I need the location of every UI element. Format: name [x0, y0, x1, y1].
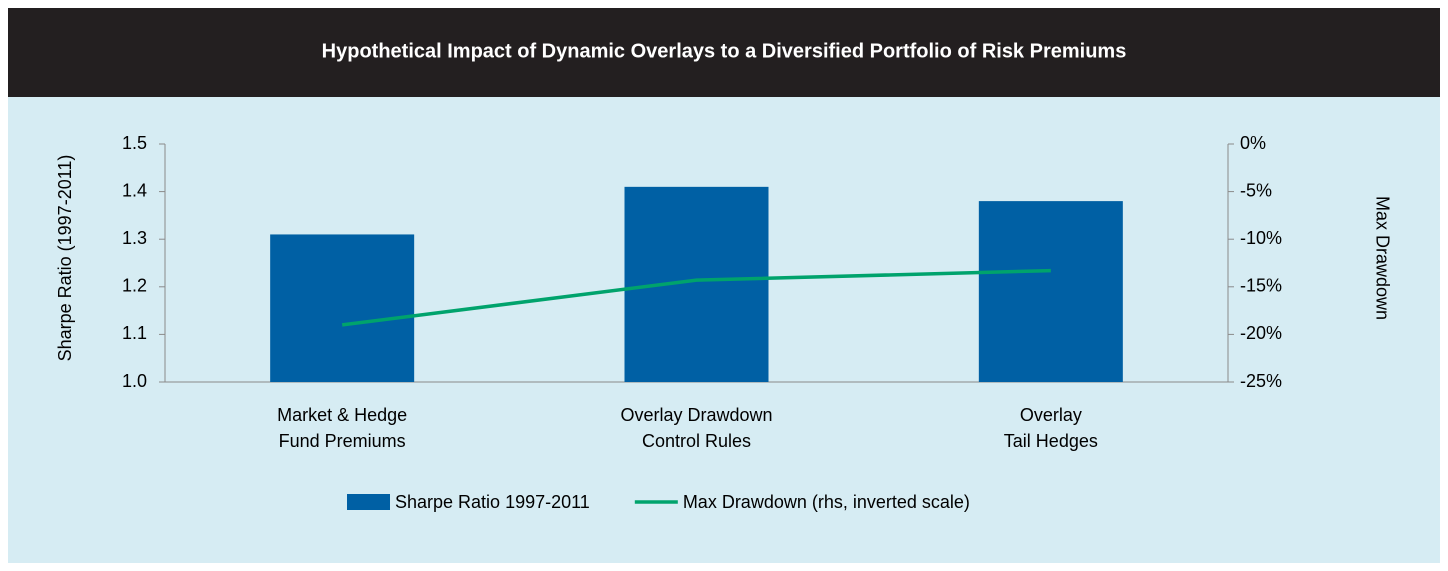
x-tick-label: Fund Premiums: [279, 431, 406, 451]
x-tick-label: Overlay: [1020, 405, 1082, 425]
y-tick-label: 1.2: [122, 276, 147, 296]
bar: [978, 201, 1123, 382]
y2-tick-label: -10%: [1240, 228, 1282, 248]
y2-tick-label: -15%: [1240, 276, 1282, 296]
line: [341, 268, 1051, 327]
y-tick-label: 1.5: [122, 133, 147, 153]
y-tick-label: 1.1: [122, 323, 147, 343]
y-tick-label: 1.4: [122, 180, 147, 200]
x-tick-label: Market & Hedge: [277, 405, 407, 425]
y2-tick-label: -20%: [1240, 323, 1282, 343]
x-tick-label: Overlay Drawdown: [620, 405, 772, 425]
x-tick-label: Tail Hedges: [1004, 431, 1098, 451]
y-axis-label: Sharpe Ratio (1997-2011): [55, 155, 75, 362]
bar: [624, 186, 769, 382]
header-band: [8, 8, 1440, 97]
legend-label: Max Drawdown (rhs, inverted scale): [683, 492, 970, 512]
y2-tick-label: -25%: [1240, 371, 1282, 391]
chart-title: Hypothetical Impact of Dynamic Overlays …: [322, 40, 1127, 62]
y2-tick-label: 0%: [1240, 133, 1266, 153]
bar: [270, 234, 415, 382]
y-tick-label: 1.3: [122, 228, 147, 248]
y-tick-label: 1.0: [122, 371, 147, 391]
legend-label: Sharpe Ratio 1997-2011: [395, 492, 590, 512]
legend-swatch: [347, 494, 390, 510]
y2-tick-label: -5%: [1240, 180, 1272, 200]
x-tick-label: Control Rules: [642, 431, 751, 451]
y2-axis-label: Max Drawdown: [1372, 196, 1392, 320]
